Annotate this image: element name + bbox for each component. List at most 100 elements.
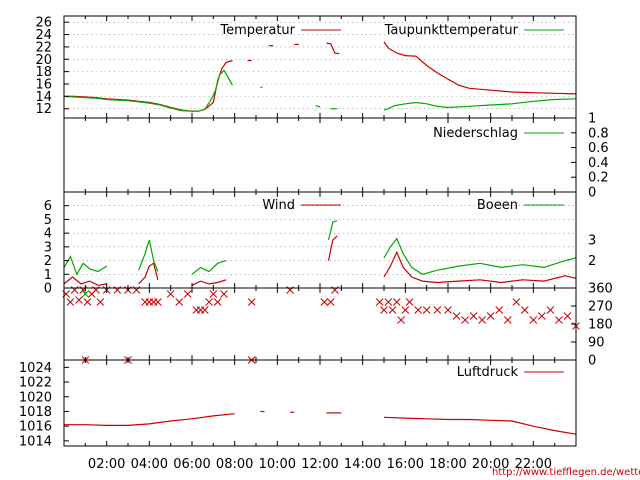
- wind-direction-mark: [512, 298, 521, 306]
- wind-series-line: [63, 276, 107, 286]
- wind-direction-point: [469, 312, 478, 320]
- wind-direction-mark: [486, 312, 495, 320]
- temperature-series-line: [383, 41, 577, 95]
- wind-direction-point: [326, 298, 335, 306]
- wind-direction-mark: [380, 306, 388, 314]
- x-tick-label: 02:00: [88, 457, 125, 472]
- wind-direction-point: [555, 316, 563, 324]
- x-tick-label: 14:00: [344, 457, 381, 472]
- wind-direction-point: [166, 290, 175, 298]
- wind-direction-mark: [538, 312, 546, 320]
- wind-direction-point: [380, 306, 388, 314]
- wind-direction-point: [384, 298, 393, 306]
- wind-direction-mark: [175, 298, 184, 306]
- pressure-y-tick-label: 1018: [19, 405, 52, 420]
- precipitation-y-tick-label: 0.2: [588, 171, 609, 186]
- frame-layer: [63, 15, 577, 447]
- wind-direction-point: [452, 312, 461, 320]
- temperature-y-tick-label: 14: [35, 90, 52, 105]
- wind-direction-mark: [209, 290, 218, 298]
- wind-direction-point: [96, 298, 105, 306]
- wind-direction-mark: [166, 290, 175, 298]
- wind-direction-mark: [200, 306, 209, 314]
- x-tick-label: 10:00: [259, 457, 296, 472]
- precipitation-legend-label: Niederschlag: [433, 126, 518, 141]
- wind-direction-point: [563, 312, 572, 320]
- temperature-y-tick-label: 16: [35, 78, 52, 93]
- wind-direction-mark: [546, 306, 555, 314]
- temperature-series-line: [260, 86, 263, 89]
- wind-direction-point: [66, 298, 75, 306]
- wind-direction-mark: [401, 306, 410, 314]
- x-tick-label: 08:00: [216, 457, 253, 472]
- wind-direction-point: [538, 312, 546, 320]
- wind-direction-mark: [392, 298, 401, 306]
- temperature-y-tick-label: 18: [35, 65, 52, 80]
- wind-direction-mark: [388, 306, 397, 314]
- wind-direction-point: [486, 312, 495, 320]
- wind-direction-mark: [205, 298, 213, 306]
- wind-direction-mark: [405, 298, 414, 306]
- wind-y-tick-label: 6: [44, 199, 52, 214]
- wind-direction-point: [478, 316, 486, 324]
- wind-direction-point: [444, 306, 452, 314]
- wind-y-tick-label: 4: [44, 227, 52, 242]
- wind-direction-mark: [555, 316, 563, 324]
- precipitation-y-tick-label: 1: [588, 112, 596, 127]
- wind-direction-frame: [63, 287, 577, 361]
- wind-direction-mark: [563, 312, 572, 320]
- wind-series-line: [327, 220, 338, 241]
- wind-right-tick-label: 3: [588, 234, 596, 249]
- wind-direction-point: [512, 298, 521, 306]
- wind-direction-mark: [247, 298, 256, 306]
- wind-series-line: [191, 279, 227, 286]
- grid-layer: [64, 21, 576, 289]
- wind-direction-mark: [495, 306, 504, 314]
- wind-legend-label: Wind: [262, 198, 295, 213]
- credit-url: http://www.tiefflegen.de/wetter/: [492, 467, 640, 478]
- pressure-y-tick-label: 1020: [19, 390, 52, 405]
- wind-right-tick-label: 2: [588, 254, 596, 269]
- wind-direction-mark: [469, 312, 478, 320]
- wind-direction-mark: [213, 298, 222, 306]
- wind-direction-point: [422, 306, 431, 314]
- wind-series-line: [138, 262, 159, 285]
- precipitation-y-tick-label: 0: [588, 186, 596, 201]
- wind-direction-point: [529, 316, 538, 324]
- wind-legend-label: Boeen: [477, 198, 518, 213]
- temperature-series-line: [326, 42, 340, 55]
- wind-series-line: [138, 239, 159, 272]
- wind-series-line: [191, 260, 227, 275]
- x-tick-label: 20:00: [472, 457, 509, 472]
- wind-y-tick-label: 1: [44, 268, 52, 283]
- precipitation-y-tick-label: 0.4: [588, 156, 609, 171]
- wind-direction-point: [209, 290, 218, 298]
- wind-direction-mark: [83, 298, 92, 306]
- wind-direction-point: [83, 298, 92, 306]
- wind-direction-point: [401, 306, 410, 314]
- wind-direction-point: [247, 298, 256, 306]
- x-tick-label: 16:00: [387, 457, 424, 472]
- pressure-y-tick-label: 1014: [19, 434, 52, 449]
- pressure-series-line: [64, 413, 235, 426]
- wind-direction-mark: [375, 298, 384, 306]
- wind-direction-point: [405, 298, 414, 306]
- wind-y-tick-label: 0: [44, 282, 52, 297]
- wind-direction-point: [200, 306, 209, 314]
- wind-direction-mark: [75, 296, 83, 304]
- temperature-legend-label: Taupunkttemperatur: [384, 23, 519, 38]
- wind-direction-point: [546, 306, 555, 314]
- wind-direction-point: [397, 316, 405, 324]
- wind-direction-point: [495, 306, 504, 314]
- wind-direction-mark: [220, 290, 228, 298]
- wind-direction-mark: [444, 306, 452, 314]
- wind-direction-point: [375, 298, 384, 306]
- wind-direction-mark: [452, 312, 461, 320]
- wind-direction-y-tick-label: 360: [588, 282, 613, 297]
- x-tick-label: 06:00: [173, 457, 210, 472]
- wind-direction-point: [414, 306, 422, 314]
- wind-direction-point: [205, 298, 213, 306]
- wind-y-tick-label: 5: [44, 213, 52, 228]
- wind-direction-mark: [326, 298, 335, 306]
